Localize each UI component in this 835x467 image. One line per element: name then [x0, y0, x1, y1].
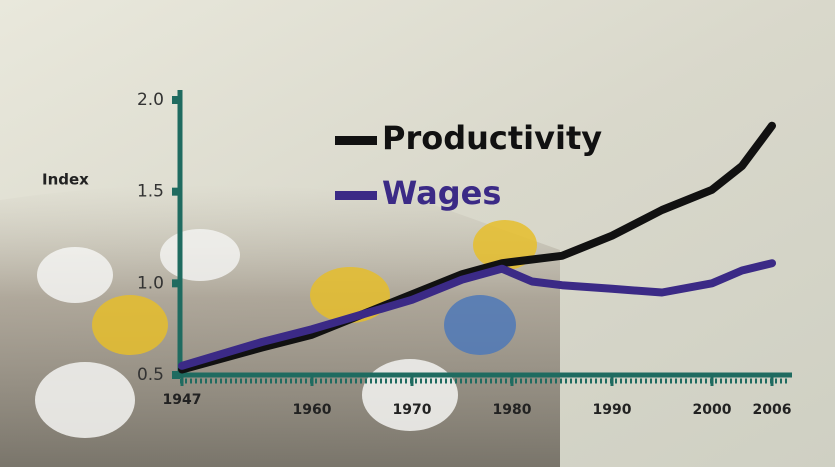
y-tick-mark: [172, 371, 180, 379]
x-tick-label: 2006: [753, 402, 792, 418]
y-tick-label: 2.0: [137, 90, 164, 110]
y-tick-label: 0.5: [137, 365, 164, 385]
y-tick-mark: [172, 188, 180, 196]
y-tick-mark: [172, 279, 180, 287]
x-tick-label: 1980: [493, 402, 532, 418]
x-tick-label: 1990: [593, 402, 632, 418]
x-tick-label: 2000: [693, 402, 732, 418]
legend-label: Wages: [382, 174, 501, 212]
x-tick-label: 1970: [393, 402, 432, 418]
y-axis-label: Index: [42, 171, 89, 189]
y-tick-label: 1.0: [137, 273, 164, 293]
legend-swatch: [335, 191, 377, 200]
legend-swatch: [335, 136, 377, 145]
y-tick-mark: [172, 96, 180, 104]
x-tick-label: 1960: [293, 402, 332, 418]
y-tick-label: 1.5: [137, 182, 164, 202]
x-tick-label: 1947: [163, 392, 202, 408]
chart: Index 0.5 1.0 1.5 2.0 1947 1960 1970 1980 1990 20…: [0, 0, 835, 467]
legend-label: Productivity: [382, 119, 602, 157]
